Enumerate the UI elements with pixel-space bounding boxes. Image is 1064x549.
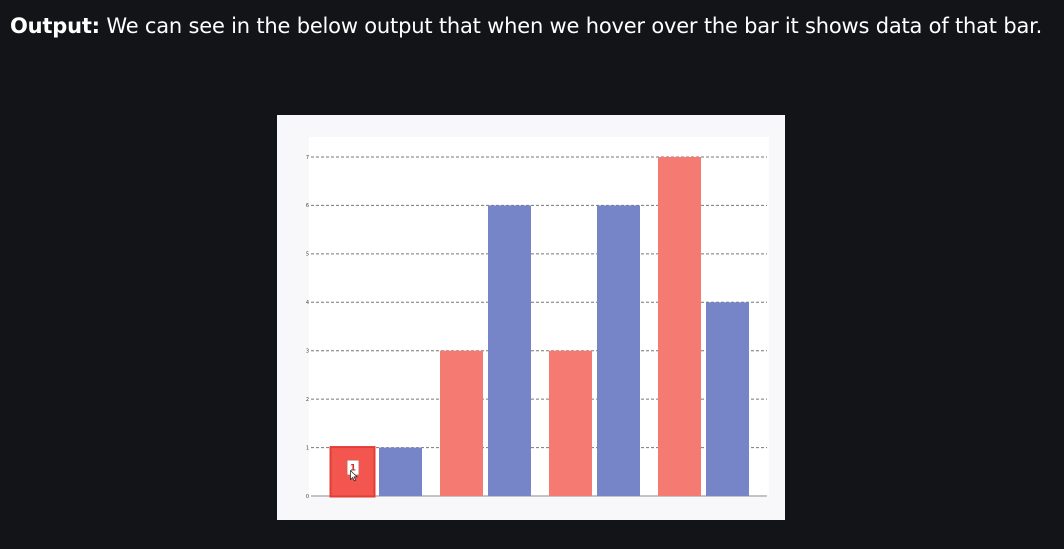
bar[interactable] (440, 350, 483, 496)
mouse-cursor-icon (350, 469, 358, 482)
bar[interactable] (379, 447, 422, 496)
bar-hover-outline (329, 446, 376, 498)
y-tick-label: 7 (306, 155, 309, 161)
y-tick-label: 2 (306, 397, 309, 403)
tooltip-value: 1 (350, 464, 356, 474)
caption-text: We can see in the below output that when… (106, 14, 1043, 38)
y-tick-label: 1 (306, 445, 309, 451)
overlay-layer: 1 (329, 446, 376, 498)
bar-chart: 0 1 2 3 4 5 6 7 1 (277, 115, 785, 520)
bar[interactable] (658, 157, 701, 496)
caption: Output: We can see in the below output t… (10, 14, 1042, 38)
bar[interactable] (597, 205, 640, 496)
y-tick-label: 0 (306, 494, 309, 500)
caption-lead: Output: (10, 14, 100, 38)
bar-layer (331, 157, 749, 496)
bar[interactable] (706, 302, 749, 496)
y-tick-label: 6 (306, 203, 309, 209)
bar-chart-svg: 0 1 2 3 4 5 6 7 1 (306, 137, 769, 500)
y-tick-label: 5 (306, 252, 309, 258)
y-tick-label: 4 (306, 300, 309, 306)
bar[interactable] (549, 350, 592, 496)
bar[interactable] (488, 205, 531, 496)
y-tick-label: 3 (306, 349, 309, 355)
